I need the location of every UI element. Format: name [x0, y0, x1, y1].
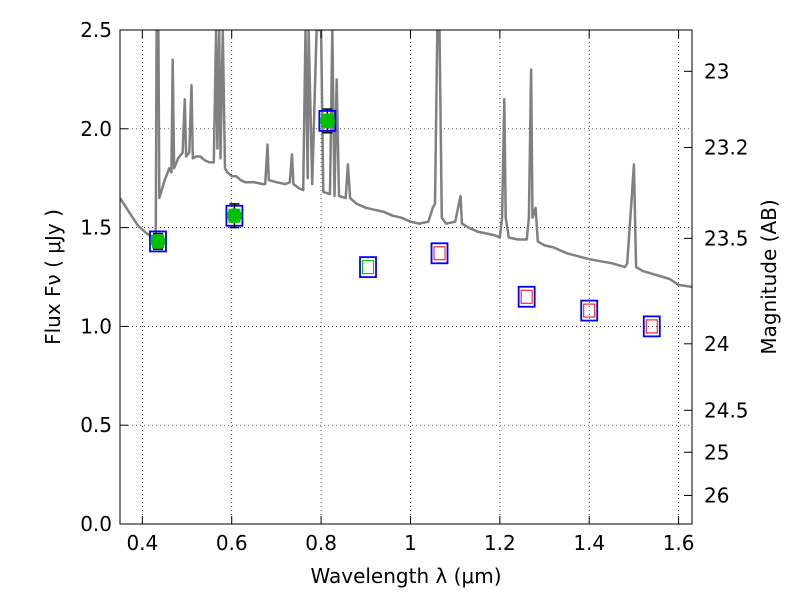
x-tick-label: 0.4	[126, 531, 158, 555]
model-photometry-inner-box	[520, 289, 533, 304]
model-photometry-box	[517, 285, 536, 308]
model-photometry-inner-box	[583, 303, 596, 318]
detection-point	[150, 233, 166, 249]
model-photometry-inner-box	[433, 246, 446, 261]
plot-background	[120, 30, 692, 524]
plot-frame	[119, 29, 693, 525]
ticks-layer: 0.4 0.6 0.8 1 1.2 1.4 1.6 0.0 0.5 1.0 1.5 2.0 2.5 23 2…	[80, 18, 748, 555]
y2-tick-label: 23.5	[704, 226, 749, 250]
grid	[120, 30, 692, 524]
model-photometry-box	[149, 230, 167, 253]
model-spectrum-line	[120, 30, 692, 289]
y2-tick-label: 26	[704, 483, 729, 507]
y2-tick-label: 23.2	[704, 135, 749, 159]
model-photometry-inner-box	[362, 260, 375, 275]
y-tick-label: 1.5	[80, 216, 112, 240]
x-tick-label: 1.6	[663, 531, 695, 555]
markers-layer	[149, 108, 661, 338]
y2-tick-label: 23	[704, 59, 729, 83]
model-photometry-box	[430, 242, 449, 265]
model-photometry-box	[359, 256, 377, 279]
y-tick-label: 0.0	[80, 512, 112, 536]
y-axis-label: Flux Fν ( μJy )	[41, 209, 65, 345]
y2-tick-label: 24	[704, 332, 729, 356]
x-tick-label: 0.6	[216, 531, 248, 555]
y-tick-label: 0.5	[80, 413, 112, 437]
y-tick-label: 2.5	[80, 18, 112, 42]
y2-tick-label: 24.5	[704, 398, 749, 422]
x-tick-label: 0.8	[305, 531, 337, 555]
detection-point	[319, 113, 335, 129]
y2-axis-label: Magnitude (AB)	[757, 199, 781, 354]
x-tick-label: 1.4	[573, 531, 605, 555]
model-photometry-box	[642, 315, 661, 338]
y-tick-label: 2.0	[80, 117, 112, 141]
model-photometry-box	[580, 299, 599, 322]
x-tick-label: 1.2	[484, 531, 516, 555]
x-tick-label: 1	[404, 531, 417, 555]
detection-point	[226, 208, 242, 224]
model-photometry-inner-box	[645, 319, 658, 334]
y2-tick-label: 25	[704, 440, 729, 464]
x-axis-label: Wavelength λ (μm)	[310, 564, 501, 588]
spectrum-layer	[120, 30, 692, 289]
y-tick-label: 1.0	[80, 314, 112, 338]
